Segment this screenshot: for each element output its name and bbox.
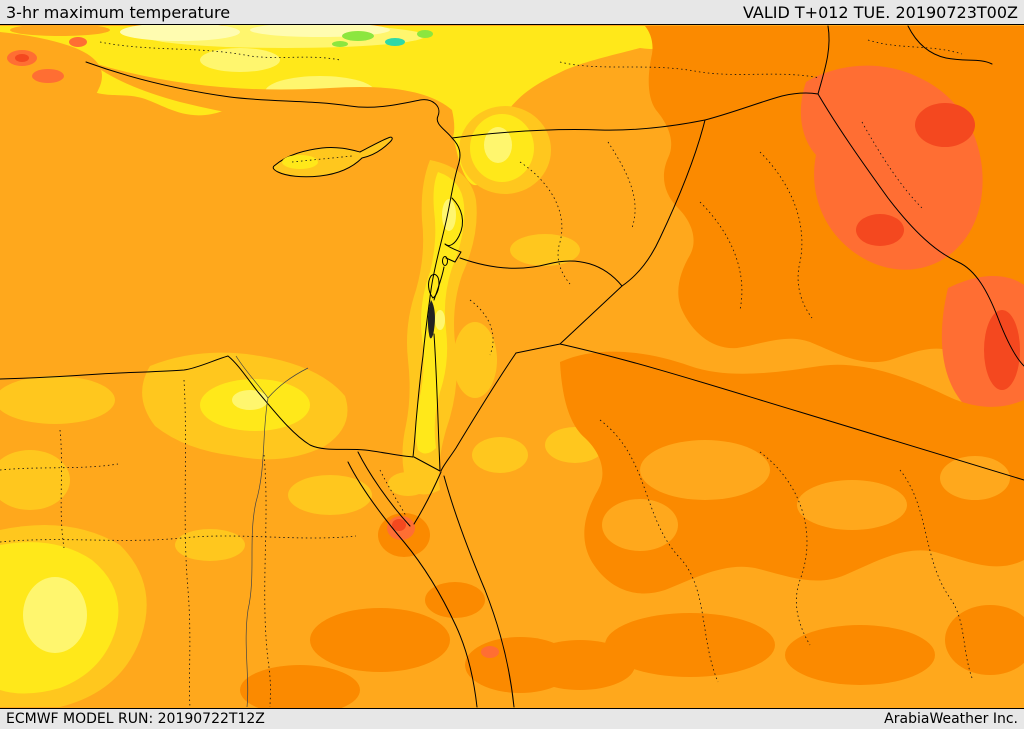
- admin-egypt-vertical-1: [183, 379, 191, 708]
- fill-gold-w-egypt-1: [0, 376, 115, 424]
- admin-egypt-vertical-2: [263, 454, 271, 708]
- border-israel-jordan: [433, 333, 441, 471]
- fill-bright-delta: [232, 390, 268, 410]
- admin-turkey-1: [99, 41, 341, 61]
- fill-hot-topleft-3: [69, 37, 87, 47]
- fill-orange-coast-wedge: [90, 62, 455, 146]
- fill-green-spot-2: [417, 30, 433, 38]
- fill-bright-levant-1: [442, 199, 456, 231]
- fill-pale-yellow-top-1: [120, 23, 240, 41]
- border-israel-lebanon-golan: [444, 243, 462, 263]
- fill-orange-hole-3: [602, 499, 678, 551]
- coast-sinai-east: [413, 471, 442, 525]
- fill-yellow-cyprus: [282, 155, 318, 169]
- fill-hot-topleft-2: [32, 69, 64, 83]
- fill-red-iraq-1: [915, 103, 975, 147]
- footer-bar: ECMWF MODEL RUN: 20190722T12Z ArabiaWeat…: [0, 708, 1024, 729]
- admin-egypt-coastal: [0, 463, 119, 471]
- dead-sea: [427, 300, 435, 339]
- admin-iraq-2: [861, 121, 923, 209]
- fill-bright-levant-2: [435, 310, 445, 330]
- fill-dark-orange-se-egypt-3: [465, 637, 575, 693]
- fill-orange-top-strip: [10, 24, 110, 36]
- border-turkey-syria-iraq: [451, 92, 819, 139]
- fill-hotspot-red-sea: [481, 646, 499, 658]
- border-israel-egypt: [413, 456, 441, 472]
- border-jordan-saudi: [440, 352, 517, 472]
- fill-red-iraq-2: [856, 214, 904, 246]
- fill-gold-jordan: [453, 322, 497, 398]
- cyprus-green-line: [291, 155, 353, 163]
- border-turkey-ne: [817, 25, 830, 95]
- fill-bright-sw-blob: [23, 577, 87, 653]
- fill-teal-spot: [385, 38, 405, 46]
- sea-of-galilee: [442, 256, 448, 266]
- model-run-label: ECMWF MODEL RUN: 20190722T12Z: [6, 711, 265, 727]
- header-bar: 3-hr maximum temperature VALID T+012 TUE…: [0, 0, 1024, 25]
- coastlines-and-borders: [0, 25, 1024, 708]
- fill-bright-yellow-band-2: [200, 48, 280, 72]
- admin-syria-1: [519, 161, 571, 285]
- fill-gold-c-egypt-2: [175, 529, 245, 561]
- fill-dark-orange-se-egypt-1: [310, 608, 450, 672]
- border-turkey-armenia: [907, 25, 993, 65]
- border-saudi-iraq: [559, 343, 1024, 481]
- branding-label: ArabiaWeather Inc.: [884, 711, 1018, 727]
- admin-turkey-2: [559, 61, 821, 79]
- nile-delta-branch-east: [267, 367, 309, 399]
- admin-iraq-3: [699, 201, 743, 311]
- fill-dark-orange-se-egypt-4: [425, 582, 485, 618]
- coast-sinai-west: [357, 451, 411, 527]
- admin-syria-2: [607, 141, 636, 229]
- fill-green-spot-1: [342, 31, 374, 41]
- fill-dark-orange-s-1: [605, 613, 775, 677]
- nile-river: [245, 397, 269, 708]
- fill-dark-orange-s-2: [785, 625, 935, 685]
- border-syria-iraq: [621, 119, 706, 287]
- fill-gold-s-jordan: [472, 437, 528, 473]
- fill-gold-sinai: [388, 472, 428, 496]
- admin-egypt-west: [59, 429, 65, 549]
- fill-gold-w-egypt-2: [0, 450, 70, 510]
- admin-turkey-3: [867, 39, 963, 55]
- fill-green-spot-3: [332, 41, 348, 47]
- fill-hotspot-aqaba-core: [392, 519, 406, 531]
- map-title: 3-hr maximum temperature: [6, 2, 231, 22]
- fill-orange-hole-2: [797, 480, 907, 530]
- fill-gold-c-egypt: [288, 475, 372, 515]
- border-iran-west: [817, 93, 1024, 367]
- border-lebanon: [444, 197, 463, 247]
- coast-red-sea-arabian: [443, 475, 515, 708]
- fill-dark-orange-s-3: [945, 605, 1024, 675]
- fill-gold-s-syria: [510, 234, 580, 266]
- admin-saudi-2: [759, 451, 811, 646]
- border-syria-jordan: [459, 257, 623, 287]
- fill-bright-nw-syria: [484, 127, 512, 163]
- coastline-mediterranean: [0, 61, 461, 458]
- admin-iraq-1: [759, 151, 813, 319]
- valid-time-label: VALID T+012 TUE. 20190723T00Z: [742, 2, 1018, 22]
- admin-sinai: [379, 469, 407, 517]
- admin-dashed-borders: [0, 39, 973, 708]
- coast-red-sea-african: [347, 461, 478, 708]
- nile-delta-branch-west: [235, 355, 269, 399]
- fill-orange-hole-1: [640, 440, 770, 500]
- border-west-bank: [428, 273, 440, 299]
- border-jordan-river: [433, 266, 445, 301]
- fill-red-far-east: [984, 310, 1020, 390]
- fill-orange-hole-4: [940, 456, 1010, 500]
- admin-saudi-3: [899, 469, 973, 679]
- fill-red-topleft: [15, 54, 29, 62]
